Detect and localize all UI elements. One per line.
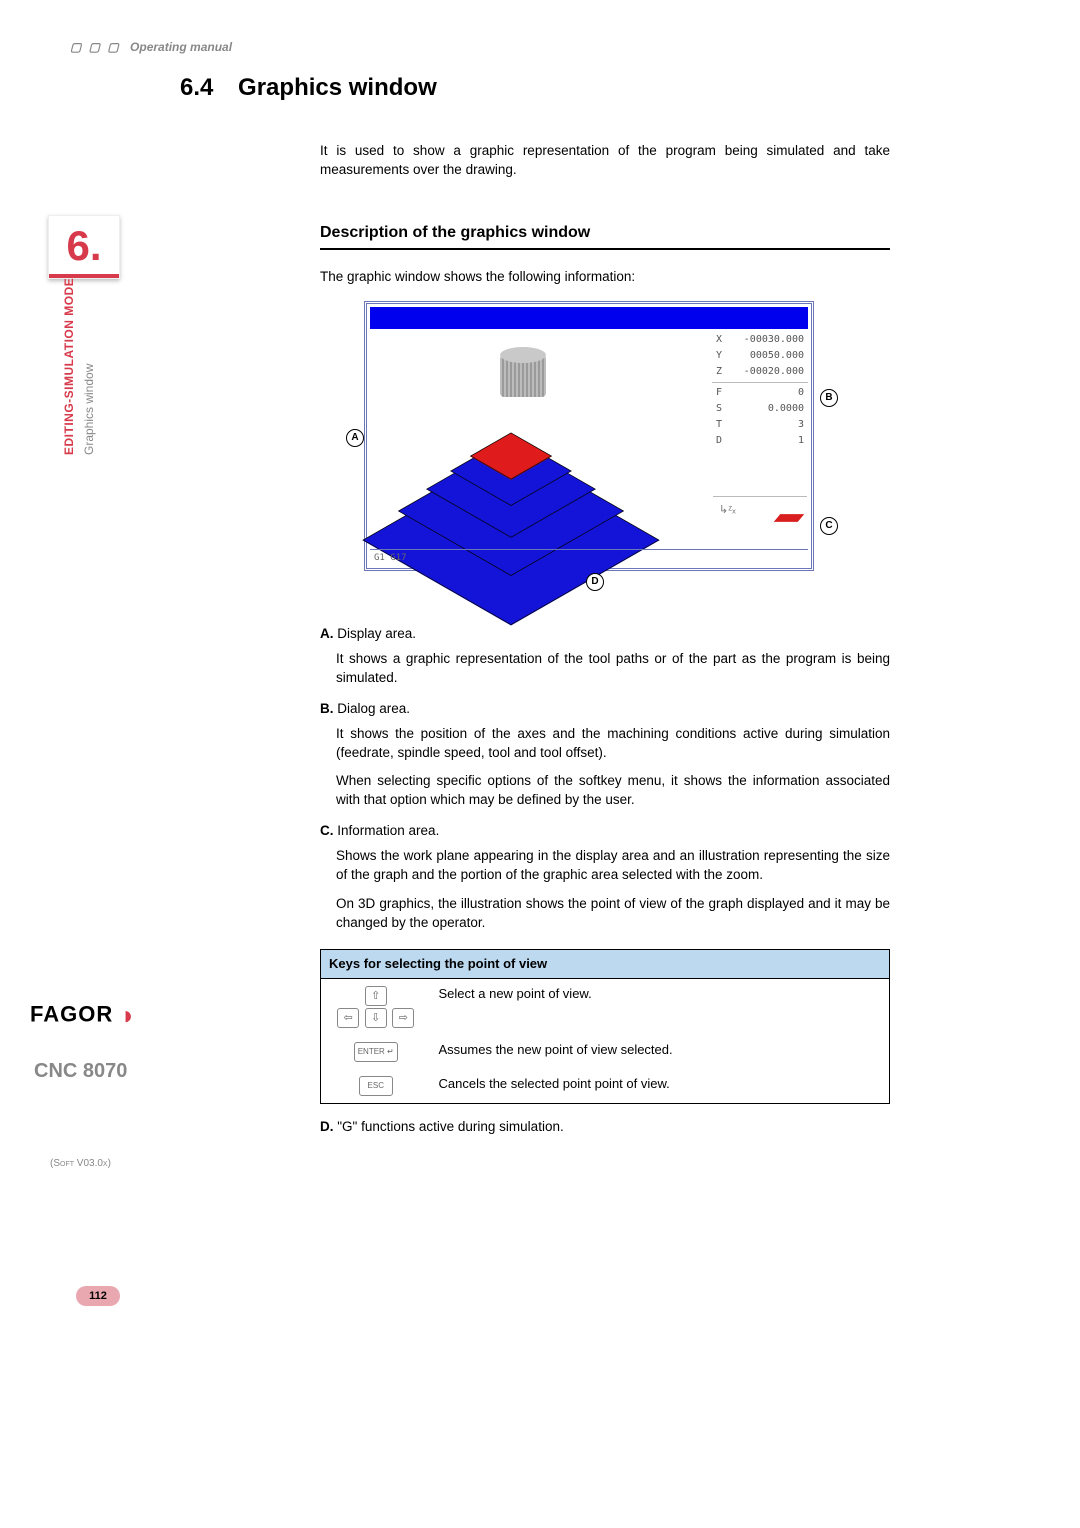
page-number-badge: 112	[76, 1286, 120, 1306]
product-name: CNC 8070	[34, 1060, 127, 1083]
item-a-body: It shows a graphic representation of the…	[336, 650, 890, 688]
coord-value: 0	[798, 385, 804, 401]
callout-b: B	[820, 389, 838, 407]
item-a: A. Display area.	[320, 625, 890, 644]
item-d: D. "G" functions active during simulatio…	[320, 1118, 890, 1137]
section-name: Graphics window	[238, 74, 437, 101]
item-c-body2: On 3D graphics, the illustration shows t…	[336, 895, 890, 933]
figure-minimap	[774, 514, 804, 522]
figure-frame: X -00030.000 Y 00050.000 Z -00020.000 F 0 S 0…	[364, 301, 814, 571]
item-d-text: "G" functions active during simulation.	[337, 1119, 563, 1134]
axes-icon: ↳ᶻₓ	[719, 503, 736, 518]
arrow-right-key-icon: ⇨	[392, 1008, 414, 1028]
figure-titlebar	[370, 307, 808, 329]
header-boxes: ▢ ▢ ▢	[70, 40, 121, 54]
coord-label: S	[716, 401, 722, 417]
table-header: Keys for selecting the point of view	[321, 949, 890, 978]
vertical-label-red: EDITING-SIMULATION MODE	[62, 278, 76, 455]
section-number: 6.4	[180, 74, 213, 101]
item-b-body1: It shows the position of the axes and th…	[336, 725, 890, 763]
item-label: B.	[320, 701, 334, 716]
soft-version: (Soft V03.0x)	[50, 1158, 111, 1169]
item-label: D.	[320, 1119, 334, 1134]
item-c-body1: Shows the work plane appearing in the di…	[336, 847, 890, 885]
graphics-window-figure: X -00030.000 Y 00050.000 Z -00020.000 F 0 S 0…	[346, 301, 836, 601]
key-cell: ENTER ↵	[321, 1035, 431, 1069]
item-title: Information area.	[337, 823, 439, 838]
key-cell: ⇧ ⇦ ⇩ ⇨	[321, 978, 431, 1035]
figure-info-area: ↳ᶻₓ	[713, 496, 807, 540]
logo-swirl-icon: ◗	[120, 1000, 137, 1030]
coord-value: -00020.000	[744, 364, 804, 380]
arrow-up-key-icon: ⇧	[365, 986, 387, 1006]
item-title: Dialog area.	[337, 701, 410, 716]
item-label: C.	[320, 823, 334, 838]
coord-label: X	[716, 332, 722, 348]
callout-c: C	[820, 517, 838, 535]
key-cell: ESC	[321, 1069, 431, 1104]
arrow-left-key-icon: ⇦	[337, 1008, 359, 1028]
header-title: Operating manual	[130, 40, 232, 54]
table-row: ENTER ↵ Assumes the new point of view se…	[321, 1035, 890, 1069]
subheading: Description of the graphics window	[320, 222, 890, 250]
lead-paragraph: The graphic window shows the following i…	[320, 268, 890, 287]
callout-a: A	[346, 429, 364, 447]
running-header: ▢ ▢ ▢ Operating manual	[70, 40, 1000, 54]
item-title: Display area.	[337, 626, 416, 641]
coord-label: Y	[716, 348, 722, 364]
table-row: ⇧ ⇦ ⇩ ⇨ Select a new point of view.	[321, 978, 890, 1035]
coord-value: -00030.000	[744, 332, 804, 348]
vertical-label-grey: Graphics window	[82, 364, 96, 455]
section-title: 6.4 Graphics window	[180, 74, 1000, 102]
key-desc: Select a new point of view.	[431, 978, 890, 1035]
coord-value: 3	[798, 417, 804, 433]
item-c: C. Information area.	[320, 822, 890, 841]
arrow-down-key-icon: ⇩	[365, 1008, 387, 1028]
logo-text: FAGOR	[30, 1001, 113, 1026]
figure-dialog-area: X -00030.000 Y 00050.000 Z -00020.000 F 0 S 0…	[712, 332, 808, 449]
keys-table: Keys for selecting the point of view ⇧ ⇦…	[320, 949, 890, 1104]
intro-paragraph: It is used to show a graphic representat…	[320, 142, 890, 180]
key-desc: Cancels the selected point point of view…	[431, 1069, 890, 1104]
coord-value: 1	[798, 433, 804, 449]
brand-logo: FAGOR ◗	[30, 1000, 137, 1031]
item-label: A.	[320, 626, 334, 641]
coord-label: Z	[716, 364, 722, 380]
coord-value: 0.0000	[768, 401, 804, 417]
callout-d: D	[586, 573, 604, 591]
item-b-body2: When selecting specific options of the s…	[336, 772, 890, 810]
esc-key-icon: ESC	[359, 1076, 393, 1096]
coord-label: F	[716, 385, 722, 401]
figure-display-area	[370, 329, 710, 549]
figure-gfunctions: G1 G17	[370, 549, 808, 565]
coord-label: D	[716, 433, 722, 449]
coord-value: 00050.000	[750, 348, 804, 364]
figure-cylinder-top	[500, 347, 546, 363]
table-row: ESC Cancels the selected point point of …	[321, 1069, 890, 1104]
key-desc: Assumes the new point of view selected.	[431, 1035, 890, 1069]
table-header-row: Keys for selecting the point of view	[321, 949, 890, 978]
item-b: B. Dialog area.	[320, 700, 890, 719]
chapter-badge: 6.	[48, 215, 120, 279]
enter-key-icon: ENTER ↵	[354, 1042, 398, 1062]
coord-label: T	[716, 417, 722, 433]
